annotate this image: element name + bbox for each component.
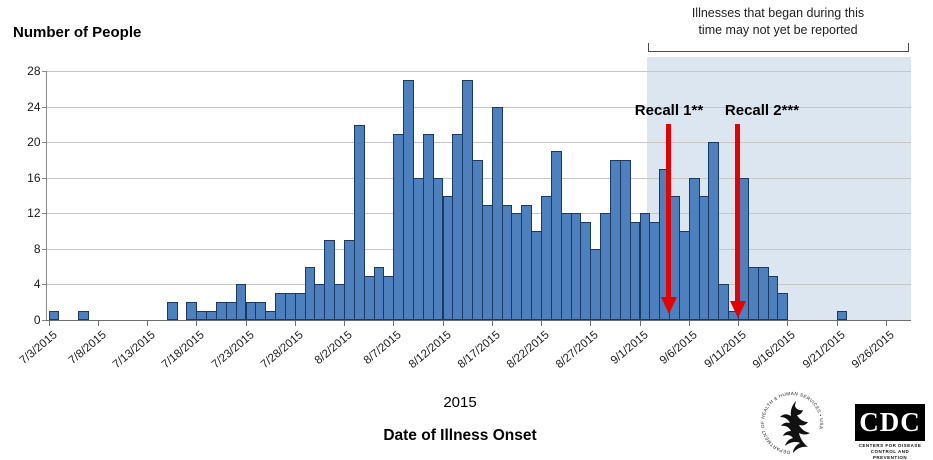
x-axis-tick-11 — [590, 321, 592, 326]
y-tick-label-12: 12 — [27, 206, 41, 221]
y-axis-tick-8 — [41, 248, 46, 250]
y-tick-label-28: 28 — [27, 64, 41, 79]
y-tick-label-0: 0 — [33, 313, 41, 327]
x-axis-tick-14 — [738, 321, 739, 326]
y-tick-label-24: 24 — [27, 99, 41, 114]
x-axis-tick-1 — [97, 321, 99, 326]
y-axis-tick-20 — [41, 142, 46, 144]
bracket-right-tick — [908, 43, 909, 52]
y-axis-line — [45, 71, 47, 320]
x-axis-tick-7 — [393, 321, 395, 326]
y-axis-tick-24 — [41, 106, 46, 108]
x-axis-tick-16 — [836, 321, 838, 326]
x-axis-year-label: 2015 — [443, 394, 477, 411]
cdc-caption-line-1: CENTERS FOR DISEASE — [858, 443, 922, 448]
bar-7-3 — [48, 311, 60, 320]
y-tick-label-8: 8 — [33, 241, 41, 256]
recall-1-arrow-head — [661, 297, 677, 314]
hhs-eagle-icon — [780, 401, 810, 453]
cdc-logo: CDC — [855, 404, 925, 441]
x-axis-tick-12 — [639, 321, 641, 326]
y-axis-tick-16 — [41, 177, 46, 179]
cdc-logo-caption: CENTERS FOR DISEASE CONTROL AND PREVENTI… — [853, 443, 927, 460]
x-axis-title: Date of Illness Onset — [383, 427, 537, 444]
annotation-line-1: Illnesses that began during this — [691, 6, 865, 20]
y-axis-tick-12 — [41, 213, 46, 215]
bar-9-21 — [836, 311, 848, 320]
bar-7-15 — [166, 302, 178, 320]
x-axis-tick-4 — [245, 321, 247, 326]
x-axis-tick-9 — [491, 321, 493, 326]
recall-1-arrow-shaft — [666, 124, 671, 298]
not-yet-reported-annotation: Illnesses that began during this time ma… — [628, 5, 928, 39]
recall-2-label: Recall 2*** — [724, 102, 800, 119]
x-axis-tick-8 — [442, 321, 444, 326]
x-axis-tick-13 — [688, 321, 690, 326]
x-axis-tick-15 — [787, 321, 789, 326]
y-axis-tick-4 — [41, 284, 46, 286]
gridline-y-28 — [45, 71, 911, 73]
cdc-caption-line-2: CONTROL AND PREVENTION — [870, 449, 910, 460]
bar-8-3 — [353, 124, 365, 320]
annotation-line-2: time may not yet be reported — [698, 23, 858, 37]
y-tick-label-20: 20 — [27, 135, 41, 150]
bracket-line — [648, 51, 908, 52]
recall-2-arrow-head — [730, 301, 746, 318]
y-axis-title: Number of People — [13, 24, 142, 41]
y-tick-label-16: 16 — [27, 170, 41, 185]
x-axis-tick-10 — [541, 321, 542, 326]
recall-2-arrow-shaft — [735, 124, 740, 302]
x-axis-tick-17 — [885, 321, 887, 326]
bar-9-9 — [718, 284, 730, 320]
x-axis-tick-3 — [196, 321, 198, 326]
bar-9-15 — [777, 293, 789, 320]
y-axis-tick-28 — [41, 71, 46, 73]
x-axis-line — [45, 320, 911, 321]
bar-7-31 — [324, 240, 336, 320]
hhs-logo: DEPARTMENT OF HEALTH & HUMAN SERVICES • … — [760, 391, 824, 455]
gridline-y-24 — [45, 106, 911, 108]
cdc-logo-text: CDC — [859, 407, 921, 437]
y-axis-tick-0 — [41, 320, 46, 321]
bar-7-6 — [78, 311, 89, 320]
x-axis-tick-6 — [344, 321, 345, 326]
gridline-y-20 — [45, 142, 911, 144]
y-tick-label-4: 4 — [33, 277, 41, 292]
bracket-left-tick — [648, 43, 649, 52]
recall-1-label: Recall 1** — [634, 102, 704, 119]
bar-7-22 — [235, 284, 247, 320]
x-axis-tick-2 — [147, 321, 148, 326]
x-axis-tick-5 — [294, 321, 296, 326]
bar-9-8 — [708, 142, 720, 320]
x-axis-tick-0 — [48, 321, 50, 326]
